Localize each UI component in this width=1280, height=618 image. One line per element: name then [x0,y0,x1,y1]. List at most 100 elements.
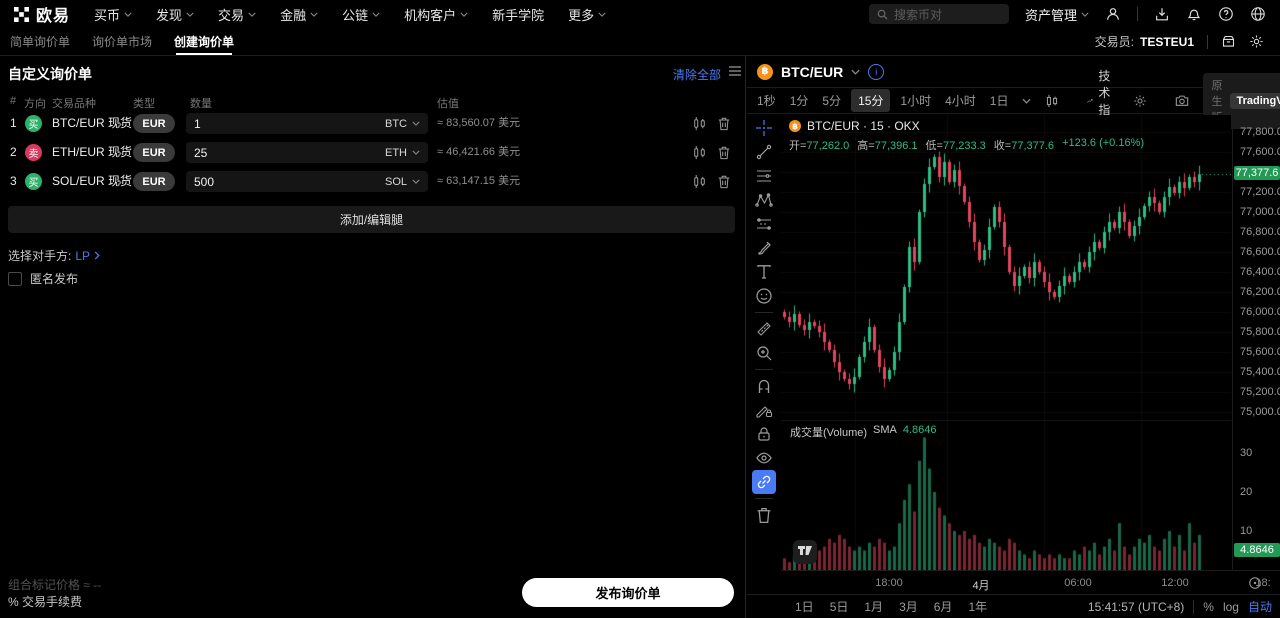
assets-menu[interactable]: 资产管理 [1025,5,1089,24]
scroll-to-realtime-icon[interactable] [1248,576,1262,590]
orders-box-icon[interactable] [1221,34,1236,49]
multi-lines-icon[interactable] [752,164,776,188]
price-tick: 76,800.0 [1240,226,1280,238]
text-icon[interactable] [752,260,776,284]
logo-text: 欧易 [36,8,71,25]
instrument-label[interactable]: ETH/EUR 现货 [52,145,133,159]
interval-15分[interactable]: 15分 [851,89,891,112]
currency-pill[interactable]: EUR [133,114,175,133]
chart-settings-icon[interactable] [1133,94,1147,108]
interval-1小时[interactable]: 1小时 [900,94,932,108]
depth-chart-icon[interactable] [692,116,707,131]
counterparty-label: 选择对手方: [8,249,72,263]
camera-icon[interactable] [1175,94,1189,107]
counterparty-value[interactable]: LP [75,248,91,263]
price-axis[interactable]: 77,800.0 77,600.0 77,200.0 77,000.0 76,800.0… [1232,115,1280,570]
tab-3[interactable]: 创建询价单 [174,28,234,55]
topnav-item-2[interactable]: 发现 [156,5,194,24]
chevron-down-icon[interactable] [851,69,860,75]
pair-selector[interactable]: BTC/EUR [781,63,844,80]
lock-icon[interactable] [752,422,776,446]
clear-all-button[interactable]: 清除全部 [672,68,721,82]
chevron-down-icon [412,179,420,184]
topnav-item-3[interactable]: 交易 [218,5,256,24]
delete-leg-icon[interactable] [717,116,731,131]
publish-rfq-button[interactable]: 发布询价单 [522,578,734,607]
interval-1日[interactable]: 1日 [989,94,1009,108]
instrument-label[interactable]: BTC/EUR 现货 [52,116,133,130]
emoji-icon[interactable] [752,284,776,308]
depth-chart-icon[interactable] [692,145,707,160]
percent-scale-button[interactable]: % [1203,599,1214,614]
instrument-label[interactable]: SOL/EUR 现货 [52,174,133,188]
topnav-item-8[interactable]: 更多 [568,5,606,24]
chevron-right-icon[interactable] [116,149,122,158]
quantity-input[interactable]: 500 SOL [186,171,428,192]
time-axis[interactable]: 18:00 4月 06:00 12:00 18: [781,570,1280,594]
draw-protect-icon[interactable] [752,398,776,422]
quantity-input[interactable]: 25 ETH [186,142,428,163]
eye-icon[interactable] [752,446,776,470]
unit-selector[interactable]: SOL [385,176,420,188]
add-edit-legs-button[interactable]: 添加/编辑腿 [8,206,735,233]
topnav-item-5[interactable]: 公链 [342,5,380,24]
range-1年[interactable]: 1年 [968,600,988,614]
interval-4小时[interactable]: 4小时 [945,94,976,108]
range-1月[interactable]: 1月 [864,600,884,614]
topnav-item-7[interactable]: 新手学院 [492,5,544,24]
user-icon[interactable] [1105,6,1121,22]
interval-5分[interactable]: 5分 [822,94,842,108]
price-tick: 76,000.0 [1240,306,1280,318]
topnav-item-4[interactable]: 金融 [280,5,318,24]
panel-menu-icon[interactable] [729,66,741,76]
tab-1[interactable]: 简单询价单 [10,35,71,49]
trend-line-icon[interactable] [752,140,776,164]
delete-leg-icon[interactable] [717,145,731,160]
chevron-right-icon[interactable] [116,178,122,187]
tab-2[interactable]: 询价单市场 [92,35,153,49]
ruler-icon[interactable] [752,317,776,341]
unit-selector[interactable]: ETH [385,147,420,159]
topnav-item-1[interactable]: 买币 [94,5,132,24]
chevron-right-icon[interactable] [116,120,122,129]
interval-chevron-icon[interactable] [1022,98,1032,104]
range-5日[interactable]: 5日 [829,600,849,614]
crosshair-icon[interactable] [752,116,776,140]
range-3月[interactable]: 3月 [899,600,918,614]
anonymous-checkbox[interactable] [8,271,22,286]
search-input[interactable]: 搜索币对 [868,4,1009,24]
auto-scale-button[interactable]: 自动 [1247,600,1272,614]
interval-1秒[interactable]: 1秒 [757,94,776,108]
gear-icon[interactable] [1249,34,1264,49]
depth-chart-icon[interactable] [692,174,707,189]
currency-pill[interactable]: EUR [133,143,175,162]
range-1日[interactable]: 1日 [795,600,814,614]
candle-style-icon[interactable] [1045,94,1059,108]
download-icon[interactable] [1154,6,1170,22]
top-navbar: 欧易 买币 发现 交易 金融 公链 机构客户 新手学院 更多 搜索币对 资产管理 [0,0,1280,28]
unit-selector[interactable]: BTC [385,118,420,130]
delete-leg-icon[interactable] [717,174,731,189]
channel-icon[interactable] [752,212,776,236]
magnet-icon[interactable] [752,374,776,398]
interval-1分[interactable]: 1分 [789,94,809,108]
tradingview-toggle[interactable]: TradingView [1229,92,1280,109]
currency-pill[interactable]: EUR [133,172,175,191]
okx-logo[interactable]: 欧易 [0,2,70,26]
bell-icon[interactable] [1186,6,1202,22]
candlestick-chart[interactable] [781,115,1231,570]
quantity-input[interactable]: 1 BTC [186,113,428,134]
side-badge-buy: 买 [25,115,42,132]
topnav-item-6[interactable]: 机构客户 [404,5,468,24]
help-icon[interactable] [1218,6,1234,22]
chevron-right-icon[interactable] [94,251,100,260]
range-6月[interactable]: 6月 [933,600,953,614]
xabcd-pattern-icon[interactable] [752,188,776,212]
zoom-in-icon[interactable] [752,341,776,365]
info-icon[interactable]: i [868,63,885,80]
log-scale-button[interactable]: log [1222,599,1239,614]
brush-icon[interactable] [752,236,776,260]
trash-icon[interactable] [752,503,776,527]
globe-icon[interactable] [1250,6,1266,22]
link-icon[interactable] [752,470,776,494]
